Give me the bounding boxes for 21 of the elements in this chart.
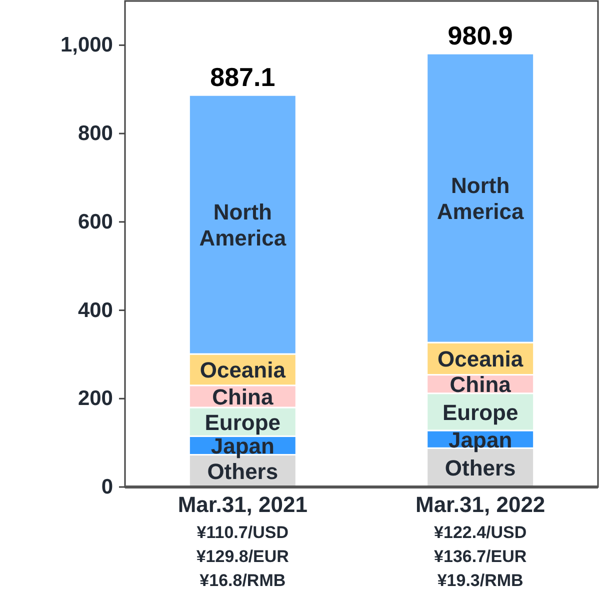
x-tick-label: Mar.31, 2021 ¥110.7/USD ¥129.8/EUR ¥16.8/RMB bbox=[178, 492, 308, 590]
text: North America bbox=[436, 172, 524, 224]
series-label: China bbox=[212, 384, 274, 409]
text: Europe bbox=[442, 399, 518, 424]
series-label: North America bbox=[199, 199, 287, 250]
y-tick-label: 200 bbox=[78, 387, 113, 410]
series-label: Others bbox=[207, 458, 278, 484]
y-tick-label: 0 bbox=[101, 476, 113, 498]
x-tick-label: Mar.31, 2022 ¥122.4/USD ¥136.7/EUR ¥19.3/RMB bbox=[416, 492, 546, 590]
text: Japan bbox=[448, 426, 512, 452]
y-tick-label: 600 bbox=[78, 210, 113, 234]
y-tick-label: 800 bbox=[78, 122, 113, 146]
total-label: 887.1 bbox=[210, 62, 276, 92]
series-label: Oceania bbox=[200, 357, 286, 382]
text: Oceania bbox=[438, 346, 524, 372]
total-label: 980.9 bbox=[448, 20, 513, 51]
series-label: Europe bbox=[204, 409, 281, 434]
y-tick-label: 400 bbox=[78, 298, 113, 322]
y-tick-label: 1,000 bbox=[60, 34, 113, 57]
text: China bbox=[450, 372, 511, 397]
text: Others bbox=[444, 455, 516, 480]
